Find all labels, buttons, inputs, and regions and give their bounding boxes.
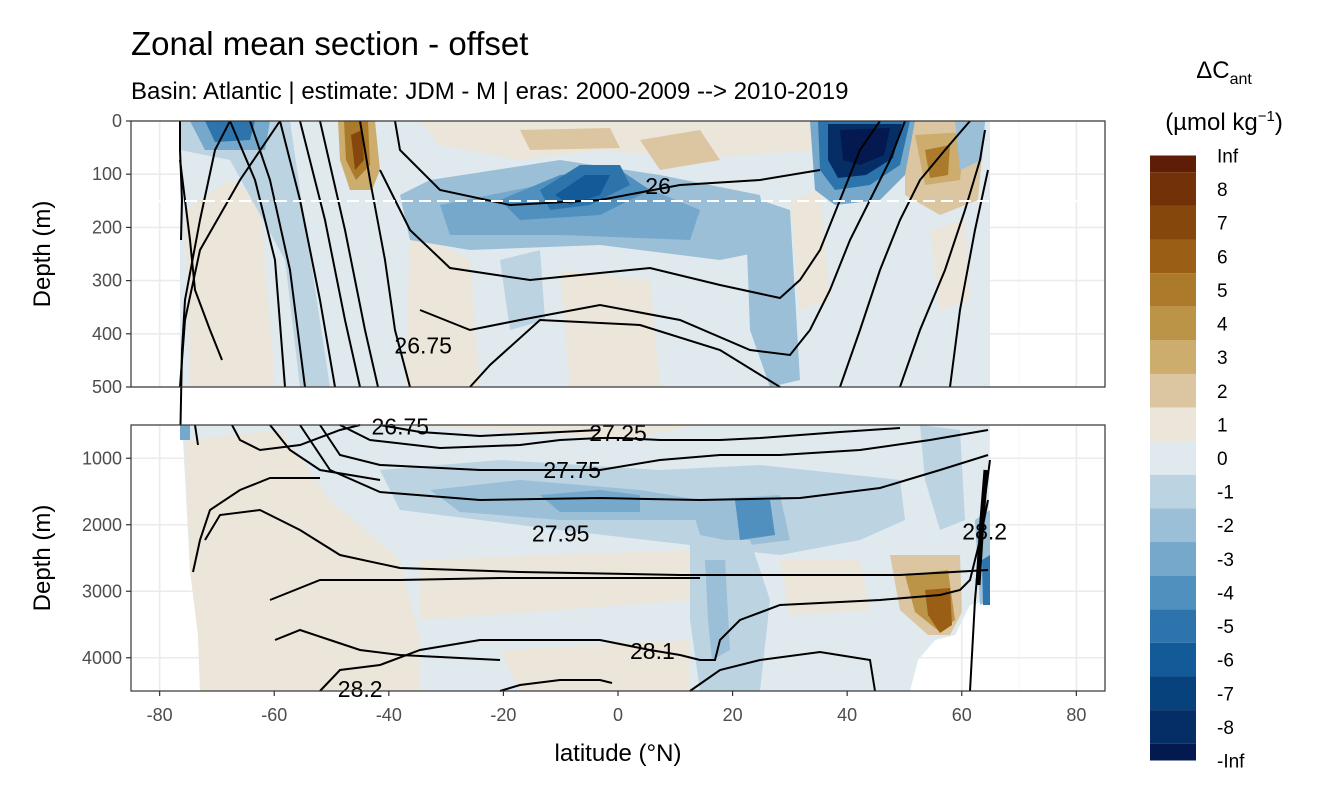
panel-upper-border bbox=[130, 120, 1106, 388]
legend-label-5: 5 bbox=[1217, 281, 1228, 302]
legend-key--2 bbox=[1150, 508, 1196, 543]
panel-lower: 26.75 27.25 27.75 27.95 28.1 28.2 28.2 1000 200… bbox=[29, 413, 1106, 702]
legend-keys: Inf 8 7 6 5 4 3 2 1 0 -1 -2 -3 -4 -5 -6 -7 -8 -Inf bbox=[1150, 147, 1245, 773]
x-axis-label: latitude (°N) bbox=[555, 740, 682, 767]
y-tick-label-1000: 1000 bbox=[82, 448, 122, 468]
x-tick-label-0: 0 bbox=[613, 705, 623, 725]
legend-title-main: ΔC bbox=[1196, 57, 1229, 84]
legend: ΔCant (µmol kg−1) Inf 8 7 6 5 4 3 2 1 0 -1 -2 -3 -4 -5… bbox=[1150, 57, 1283, 773]
x-tick-label-60: 60 bbox=[952, 705, 972, 725]
y-tick-label-400: 400 bbox=[92, 324, 122, 344]
x-tick-label-20: 20 bbox=[723, 705, 743, 725]
panel-upper-fill bbox=[180, 121, 990, 387]
legend-label--2: -2 bbox=[1217, 516, 1234, 537]
legend-label--8: -8 bbox=[1217, 718, 1234, 739]
legend-key--7 bbox=[1150, 676, 1196, 711]
legend-units-exp: −1 bbox=[1258, 108, 1275, 125]
legend-key--5 bbox=[1150, 609, 1196, 643]
legend-label--4: -4 bbox=[1217, 583, 1234, 604]
legend-label-6: 6 bbox=[1217, 247, 1228, 268]
panel-upper-y-ticks: 0 100 200 300 400 500 bbox=[92, 111, 131, 397]
legend-key-5 bbox=[1150, 273, 1196, 307]
panel-lower-contours bbox=[192, 424, 991, 692]
chart-title: Zonal mean section - offset bbox=[131, 25, 528, 62]
legend-key-2 bbox=[1150, 373, 1196, 408]
legend-key--1 bbox=[1150, 474, 1196, 509]
contour-label: 28.1 bbox=[630, 638, 675, 664]
legend-label-3: 3 bbox=[1217, 348, 1228, 369]
y-tick-label-3000: 3000 bbox=[82, 581, 122, 601]
contour-label: 28.2 bbox=[962, 518, 1007, 544]
x-tick-label--60: -60 bbox=[261, 705, 287, 725]
legend-label-2: 2 bbox=[1217, 382, 1228, 403]
legend-title: ΔCant bbox=[1196, 57, 1252, 88]
legend-key-8 bbox=[1150, 172, 1196, 206]
y-tick-label-100: 100 bbox=[92, 164, 122, 184]
legend-key-7 bbox=[1150, 205, 1196, 240]
y-tick-label-2000: 2000 bbox=[82, 515, 122, 535]
x-axis-ticks: -80 -60 -40 -20 0 20 40 60 80 bbox=[147, 691, 1086, 725]
legend-units: (µmol kg−1) bbox=[1165, 108, 1283, 136]
legend-key-6 bbox=[1150, 239, 1196, 274]
contour-label: 26.75 bbox=[372, 413, 430, 439]
legend-units-main: (µmol kg bbox=[1165, 109, 1258, 136]
legend-key--6 bbox=[1150, 642, 1196, 677]
legend-label--6: -6 bbox=[1217, 651, 1234, 672]
y-tick-label-4000: 4000 bbox=[82, 648, 122, 668]
legend-key--4 bbox=[1150, 575, 1196, 610]
panel-lower-y-ticks: 1000 2000 3000 4000 bbox=[82, 448, 131, 668]
legend-label--3: -3 bbox=[1217, 550, 1234, 571]
x-tick-label-40: 40 bbox=[837, 705, 857, 725]
legend-label-8: 8 bbox=[1217, 180, 1228, 201]
contour-label: 27.25 bbox=[589, 420, 647, 446]
x-tick-label--20: -20 bbox=[490, 705, 516, 725]
panel-lower-ylabel: Depth (m) bbox=[29, 505, 56, 612]
y-tick-label-200: 200 bbox=[92, 217, 122, 237]
y-tick-label-500: 500 bbox=[92, 377, 122, 397]
legend-units-close: ) bbox=[1275, 109, 1283, 136]
panel-upper: 26 26.75 0 100 200 300 400 500 Depth (m) bbox=[29, 111, 1106, 451]
legend-key--Inf bbox=[1150, 743, 1196, 761]
panel-lower-contour-labels: 26.75 27.25 27.75 27.95 28.1 28.2 28.2 bbox=[338, 413, 1007, 702]
legend-title-sub: ant bbox=[1230, 71, 1253, 88]
legend-key-Inf bbox=[1150, 155, 1196, 173]
legend-label-4: 4 bbox=[1217, 315, 1228, 336]
panel-upper-contour-labels: 26 26.75 bbox=[394, 173, 670, 359]
legend-key-0 bbox=[1150, 441, 1196, 475]
x-tick-label--80: -80 bbox=[147, 705, 173, 725]
legend-key-4 bbox=[1150, 306, 1196, 341]
legend-key--3 bbox=[1150, 542, 1196, 576]
x-tick-label-80: 80 bbox=[1066, 705, 1086, 725]
legend-label--Inf: -Inf bbox=[1217, 752, 1245, 773]
y-tick-label-0: 0 bbox=[112, 111, 122, 131]
y-tick-label-300: 300 bbox=[92, 271, 122, 291]
legend-label--5: -5 bbox=[1217, 617, 1234, 638]
contour-label: 28.2 bbox=[338, 676, 383, 702]
legend-label--1: -1 bbox=[1217, 483, 1234, 504]
contour-label: 27.95 bbox=[532, 520, 590, 546]
legend-label--7: -7 bbox=[1217, 684, 1234, 705]
legend-label-7: 7 bbox=[1217, 214, 1228, 235]
legend-key-1 bbox=[1150, 407, 1196, 442]
x-tick-label--40: -40 bbox=[376, 705, 402, 725]
legend-key-3 bbox=[1150, 340, 1196, 374]
contour-label: 26.75 bbox=[394, 333, 452, 359]
legend-label-1: 1 bbox=[1217, 415, 1228, 436]
contour-label: 26 bbox=[645, 173, 671, 199]
panel-upper-ylabel: Depth (m) bbox=[29, 201, 56, 308]
legend-key--8 bbox=[1150, 710, 1196, 744]
chart-subtitle: Basin: Atlantic | estimate: JDM - M | er… bbox=[131, 78, 848, 105]
legend-label-0: 0 bbox=[1217, 449, 1228, 470]
legend-label-Inf: Inf bbox=[1217, 147, 1239, 168]
contour-label: 27.75 bbox=[543, 457, 601, 483]
